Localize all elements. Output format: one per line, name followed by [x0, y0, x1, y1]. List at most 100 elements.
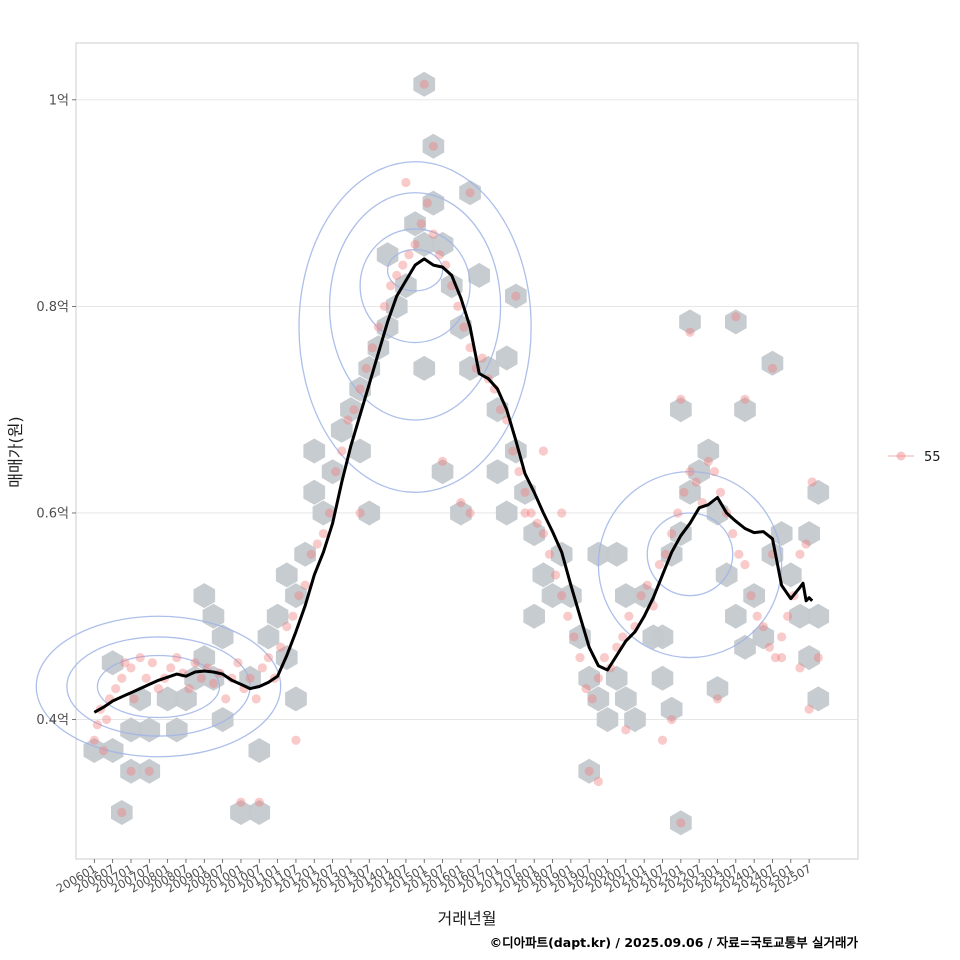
y-tick-label: 0.8억 — [36, 300, 69, 315]
scatter-point — [676, 818, 686, 828]
hex-bin — [486, 459, 509, 485]
hex-bin — [111, 800, 133, 825]
scatter-point — [117, 807, 127, 818]
scatter-point — [660, 549, 671, 559]
density-contour — [35, 615, 282, 758]
hex-bin — [349, 438, 371, 464]
scatter-point — [144, 766, 154, 776]
scatter-point — [98, 745, 109, 756]
scatter-point — [135, 652, 145, 663]
hex-bin — [340, 397, 362, 423]
hex-bin — [734, 634, 756, 660]
scatter-point — [801, 539, 811, 549]
scatter-point — [587, 694, 597, 704]
hex-bin — [450, 500, 472, 526]
scatter-point — [437, 456, 448, 466]
scatter-point — [740, 394, 750, 404]
scatter-point — [746, 591, 756, 601]
scatter-point — [804, 704, 814, 714]
hex-bin — [541, 583, 564, 609]
scatter-point — [734, 549, 744, 559]
hex-bin — [651, 624, 674, 650]
scatter-point — [291, 735, 301, 745]
scatter-point — [324, 508, 335, 518]
hex-bin — [578, 665, 600, 691]
hex-bin — [798, 521, 820, 547]
hex-bin — [422, 133, 445, 159]
hex-bin — [404, 211, 426, 237]
scatter-point — [282, 621, 292, 632]
y-tick-label: 1억 — [49, 93, 69, 108]
scatter-point — [245, 673, 255, 683]
scatter-point — [318, 529, 329, 539]
scatter-point — [419, 79, 429, 89]
hex-bin — [120, 758, 142, 784]
scatter-point — [453, 301, 463, 311]
density-contour — [66, 636, 251, 737]
legend: 55 — [888, 450, 941, 465]
scatter-point — [673, 508, 683, 518]
hex-bin — [211, 624, 234, 650]
hex-bin — [706, 676, 729, 702]
hex-bin — [413, 71, 436, 97]
density-contour — [646, 512, 734, 597]
hex-bin — [413, 355, 436, 381]
scatter-point — [111, 683, 121, 694]
scatter-point — [398, 260, 408, 270]
scatter-point — [767, 363, 778, 373]
hex-bin — [330, 417, 353, 443]
scatter-point — [331, 467, 341, 477]
scatter-point — [416, 219, 426, 229]
hex-bin — [266, 603, 289, 629]
scatter-point — [599, 652, 610, 663]
plot-panel — [75, 42, 859, 860]
hex-bin — [285, 583, 307, 609]
scatter-point — [355, 384, 365, 394]
scatter-point — [288, 611, 298, 621]
density-contour — [298, 161, 532, 493]
scatter-point — [752, 611, 762, 621]
scatter-point — [618, 632, 628, 642]
scatter-point — [166, 663, 176, 673]
hex-bin — [807, 686, 830, 712]
scatter-point — [337, 446, 347, 456]
scatter-point — [758, 621, 768, 632]
scatter-point — [190, 658, 200, 668]
scatter-point — [712, 694, 723, 704]
scatter-point — [636, 591, 646, 601]
scatter-point — [401, 177, 411, 188]
hex-bin — [101, 738, 124, 763]
hex-bin — [239, 665, 261, 691]
scatter-point — [557, 591, 567, 601]
scatter-point — [621, 725, 631, 735]
scatter-point — [456, 498, 466, 508]
scatter-point — [434, 250, 445, 260]
scatter-point — [496, 405, 506, 415]
scatter-point — [544, 549, 555, 559]
scatter-point — [538, 529, 548, 539]
hex-bin — [175, 686, 197, 712]
scatter-point — [312, 539, 322, 549]
scatter-point — [709, 467, 720, 477]
scatter-point — [740, 560, 750, 570]
hex-bin — [523, 521, 545, 547]
hex-bin — [624, 707, 646, 733]
y-axis-title: 매매가(원) — [6, 416, 25, 487]
scatter-point — [508, 446, 518, 456]
density-contour — [597, 471, 783, 659]
hex-bin — [670, 397, 692, 423]
scatter-point — [667, 714, 677, 725]
hex-bin — [780, 562, 802, 588]
hex-bin — [587, 686, 610, 712]
scatter-point — [777, 632, 787, 642]
scatter-point — [153, 683, 164, 694]
hex-bin — [303, 479, 326, 505]
scatter-point — [129, 694, 139, 704]
scatter-point — [538, 446, 548, 456]
scatter-point — [795, 549, 805, 559]
scatter-point — [593, 673, 603, 683]
hex-bin — [679, 479, 701, 505]
hex-bin — [807, 479, 830, 505]
hex-bin — [230, 800, 252, 825]
